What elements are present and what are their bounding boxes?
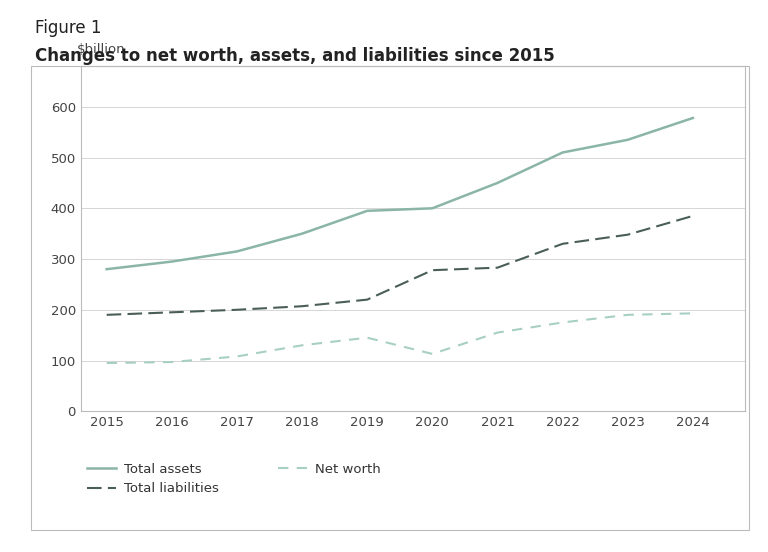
Text: Changes to net worth, assets, and liabilities since 2015: Changes to net worth, assets, and liabil… — [35, 47, 554, 65]
Legend: Total assets, Total liabilities, Net worth: Total assets, Total liabilities, Net wor… — [88, 463, 381, 495]
Text: Figure 1: Figure 1 — [35, 19, 101, 38]
Text: $billion: $billion — [78, 43, 126, 56]
